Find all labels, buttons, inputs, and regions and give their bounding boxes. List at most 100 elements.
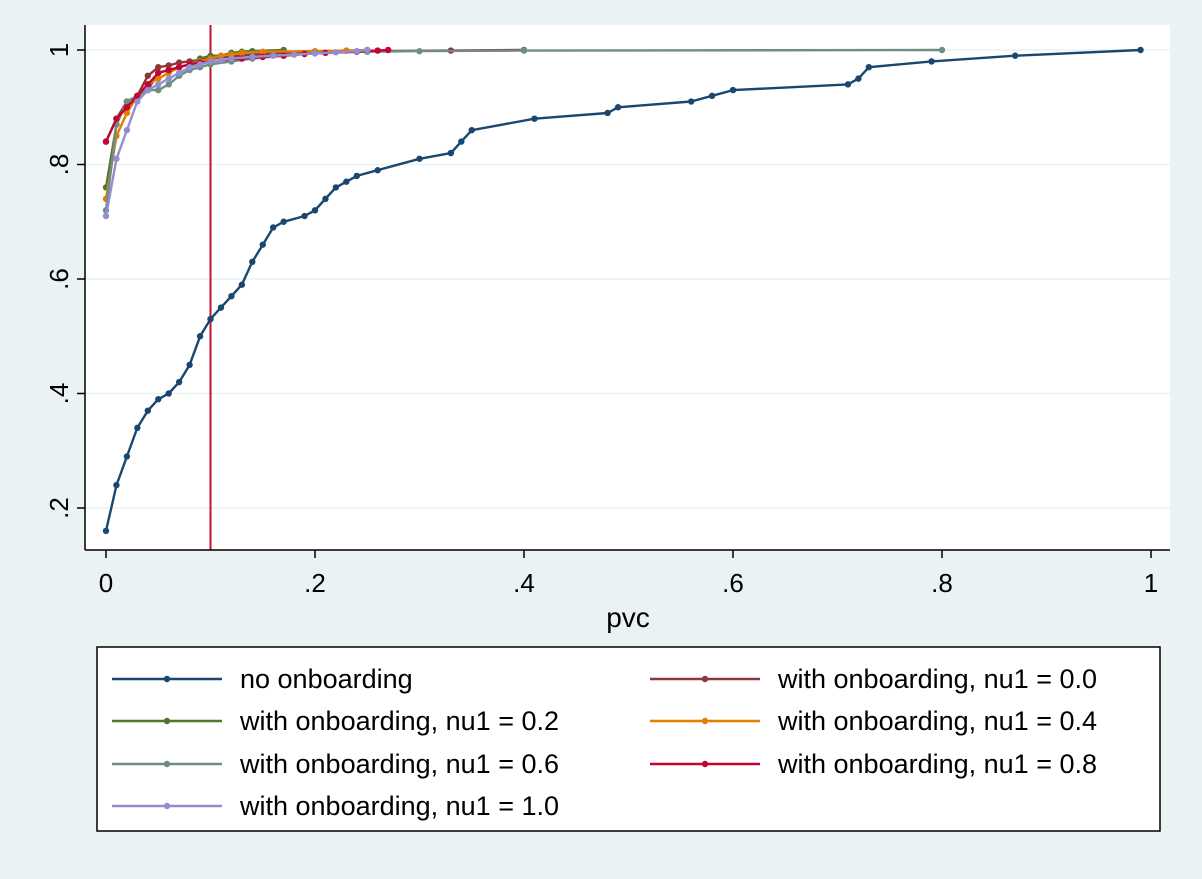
data-point <box>165 62 172 69</box>
data-point <box>729 86 737 94</box>
data-point <box>102 527 110 535</box>
data-point <box>217 304 225 311</box>
legend-item-5: with onboarding, nu1 = 0.8 <box>650 749 1097 779</box>
data-point <box>134 98 141 105</box>
data-point <box>113 115 120 122</box>
legend-swatch-marker <box>163 675 171 683</box>
data-point <box>270 52 277 59</box>
data-point <box>123 126 131 134</box>
data-point <box>353 172 360 180</box>
data-point <box>332 184 340 191</box>
data-point <box>865 63 873 71</box>
data-point <box>614 104 622 111</box>
data-point <box>604 109 611 117</box>
data-point <box>259 48 266 55</box>
data-point <box>165 81 172 88</box>
data-point <box>374 47 381 54</box>
data-point <box>144 407 151 414</box>
data-point <box>416 47 423 55</box>
data-point <box>186 63 193 71</box>
legend-item-2: with onboarding, nu1 = 0.2 <box>112 706 559 736</box>
data-point <box>228 292 235 300</box>
legend-swatch-marker <box>701 675 709 683</box>
data-point <box>270 224 277 231</box>
data-point <box>155 81 162 88</box>
data-point <box>343 178 350 185</box>
x-tick-label-3: .6 <box>722 568 744 598</box>
data-point <box>175 69 183 77</box>
legend-label: with onboarding, nu1 = 0.6 <box>239 749 559 779</box>
data-point <box>175 59 183 66</box>
data-point <box>238 281 246 288</box>
x-tick-label-1: .2 <box>304 568 326 598</box>
y-tick-label-3: .8 <box>44 154 74 176</box>
y-tick-label-0: .2 <box>44 497 74 519</box>
data-point <box>144 81 151 88</box>
data-point <box>217 57 225 64</box>
legend-box <box>96 646 1161 832</box>
y-tick-label-4: 1 <box>44 43 74 57</box>
legend-label: with onboarding, nu1 = 0.4 <box>777 706 1097 736</box>
x-tick-label-4: .8 <box>931 568 953 598</box>
data-point <box>123 104 131 111</box>
x-tick-label-5: 1 <box>1144 568 1158 598</box>
data-point <box>447 149 455 157</box>
data-point <box>855 75 862 82</box>
data-point <box>155 63 162 71</box>
legend-label: with onboarding, nu1 = 0.2 <box>239 706 559 736</box>
data-point <box>928 58 935 65</box>
data-point <box>311 50 319 57</box>
data-point <box>134 424 141 432</box>
y-tick-label-2: .6 <box>44 268 74 290</box>
data-point <box>196 61 204 68</box>
data-point <box>844 81 852 88</box>
axes: 0 .2 .4 .6 .8 1 .2 .4 .6 .8 1 <box>44 25 1170 598</box>
data-point <box>155 396 162 403</box>
data-point <box>322 195 329 203</box>
data-point <box>113 155 120 162</box>
data-point <box>332 49 340 56</box>
data-point <box>938 46 946 54</box>
data-point <box>301 212 308 220</box>
legend-item-1: with onboarding, nu1 = 0.0 <box>650 664 1097 694</box>
data-point <box>134 92 141 100</box>
data-point <box>249 53 256 61</box>
data-point <box>165 75 172 82</box>
legend: no onboarding with onboarding, nu1 = 0.0 w… <box>96 646 1161 832</box>
legend-swatch-marker <box>163 802 171 810</box>
data-point <box>123 109 131 117</box>
data-point <box>708 92 716 100</box>
data-point <box>144 72 151 79</box>
data-point <box>520 47 528 54</box>
legend-swatch-marker <box>701 760 709 768</box>
data-point <box>102 212 110 220</box>
data-point <box>364 46 371 54</box>
data-point <box>217 52 225 59</box>
data-point <box>259 241 266 248</box>
x-tick-label-0: 0 <box>99 568 113 598</box>
data-point <box>155 86 162 94</box>
data-point <box>186 361 193 369</box>
legend-item-3: with onboarding, nu1 = 0.4 <box>650 706 1097 736</box>
data-point <box>196 333 204 340</box>
grid-lines <box>85 49 1170 509</box>
data-point <box>207 315 214 323</box>
legend-label: with onboarding, nu1 = 0.0 <box>777 664 1097 694</box>
legend-item-6: with onboarding, nu1 = 1.0 <box>112 791 559 821</box>
data-point <box>113 481 120 489</box>
data-point <box>123 453 131 460</box>
data-point <box>175 63 183 71</box>
data-point <box>1137 46 1144 54</box>
data-point <box>688 98 695 105</box>
legend-item-0: no onboarding <box>112 664 413 694</box>
legend-swatch-marker <box>701 717 709 725</box>
data-point <box>165 390 172 397</box>
data-point <box>249 258 256 266</box>
data-point <box>458 138 465 145</box>
data-point <box>144 86 151 94</box>
series-group <box>102 46 1144 535</box>
data-point <box>238 49 246 57</box>
data-point <box>374 167 381 174</box>
